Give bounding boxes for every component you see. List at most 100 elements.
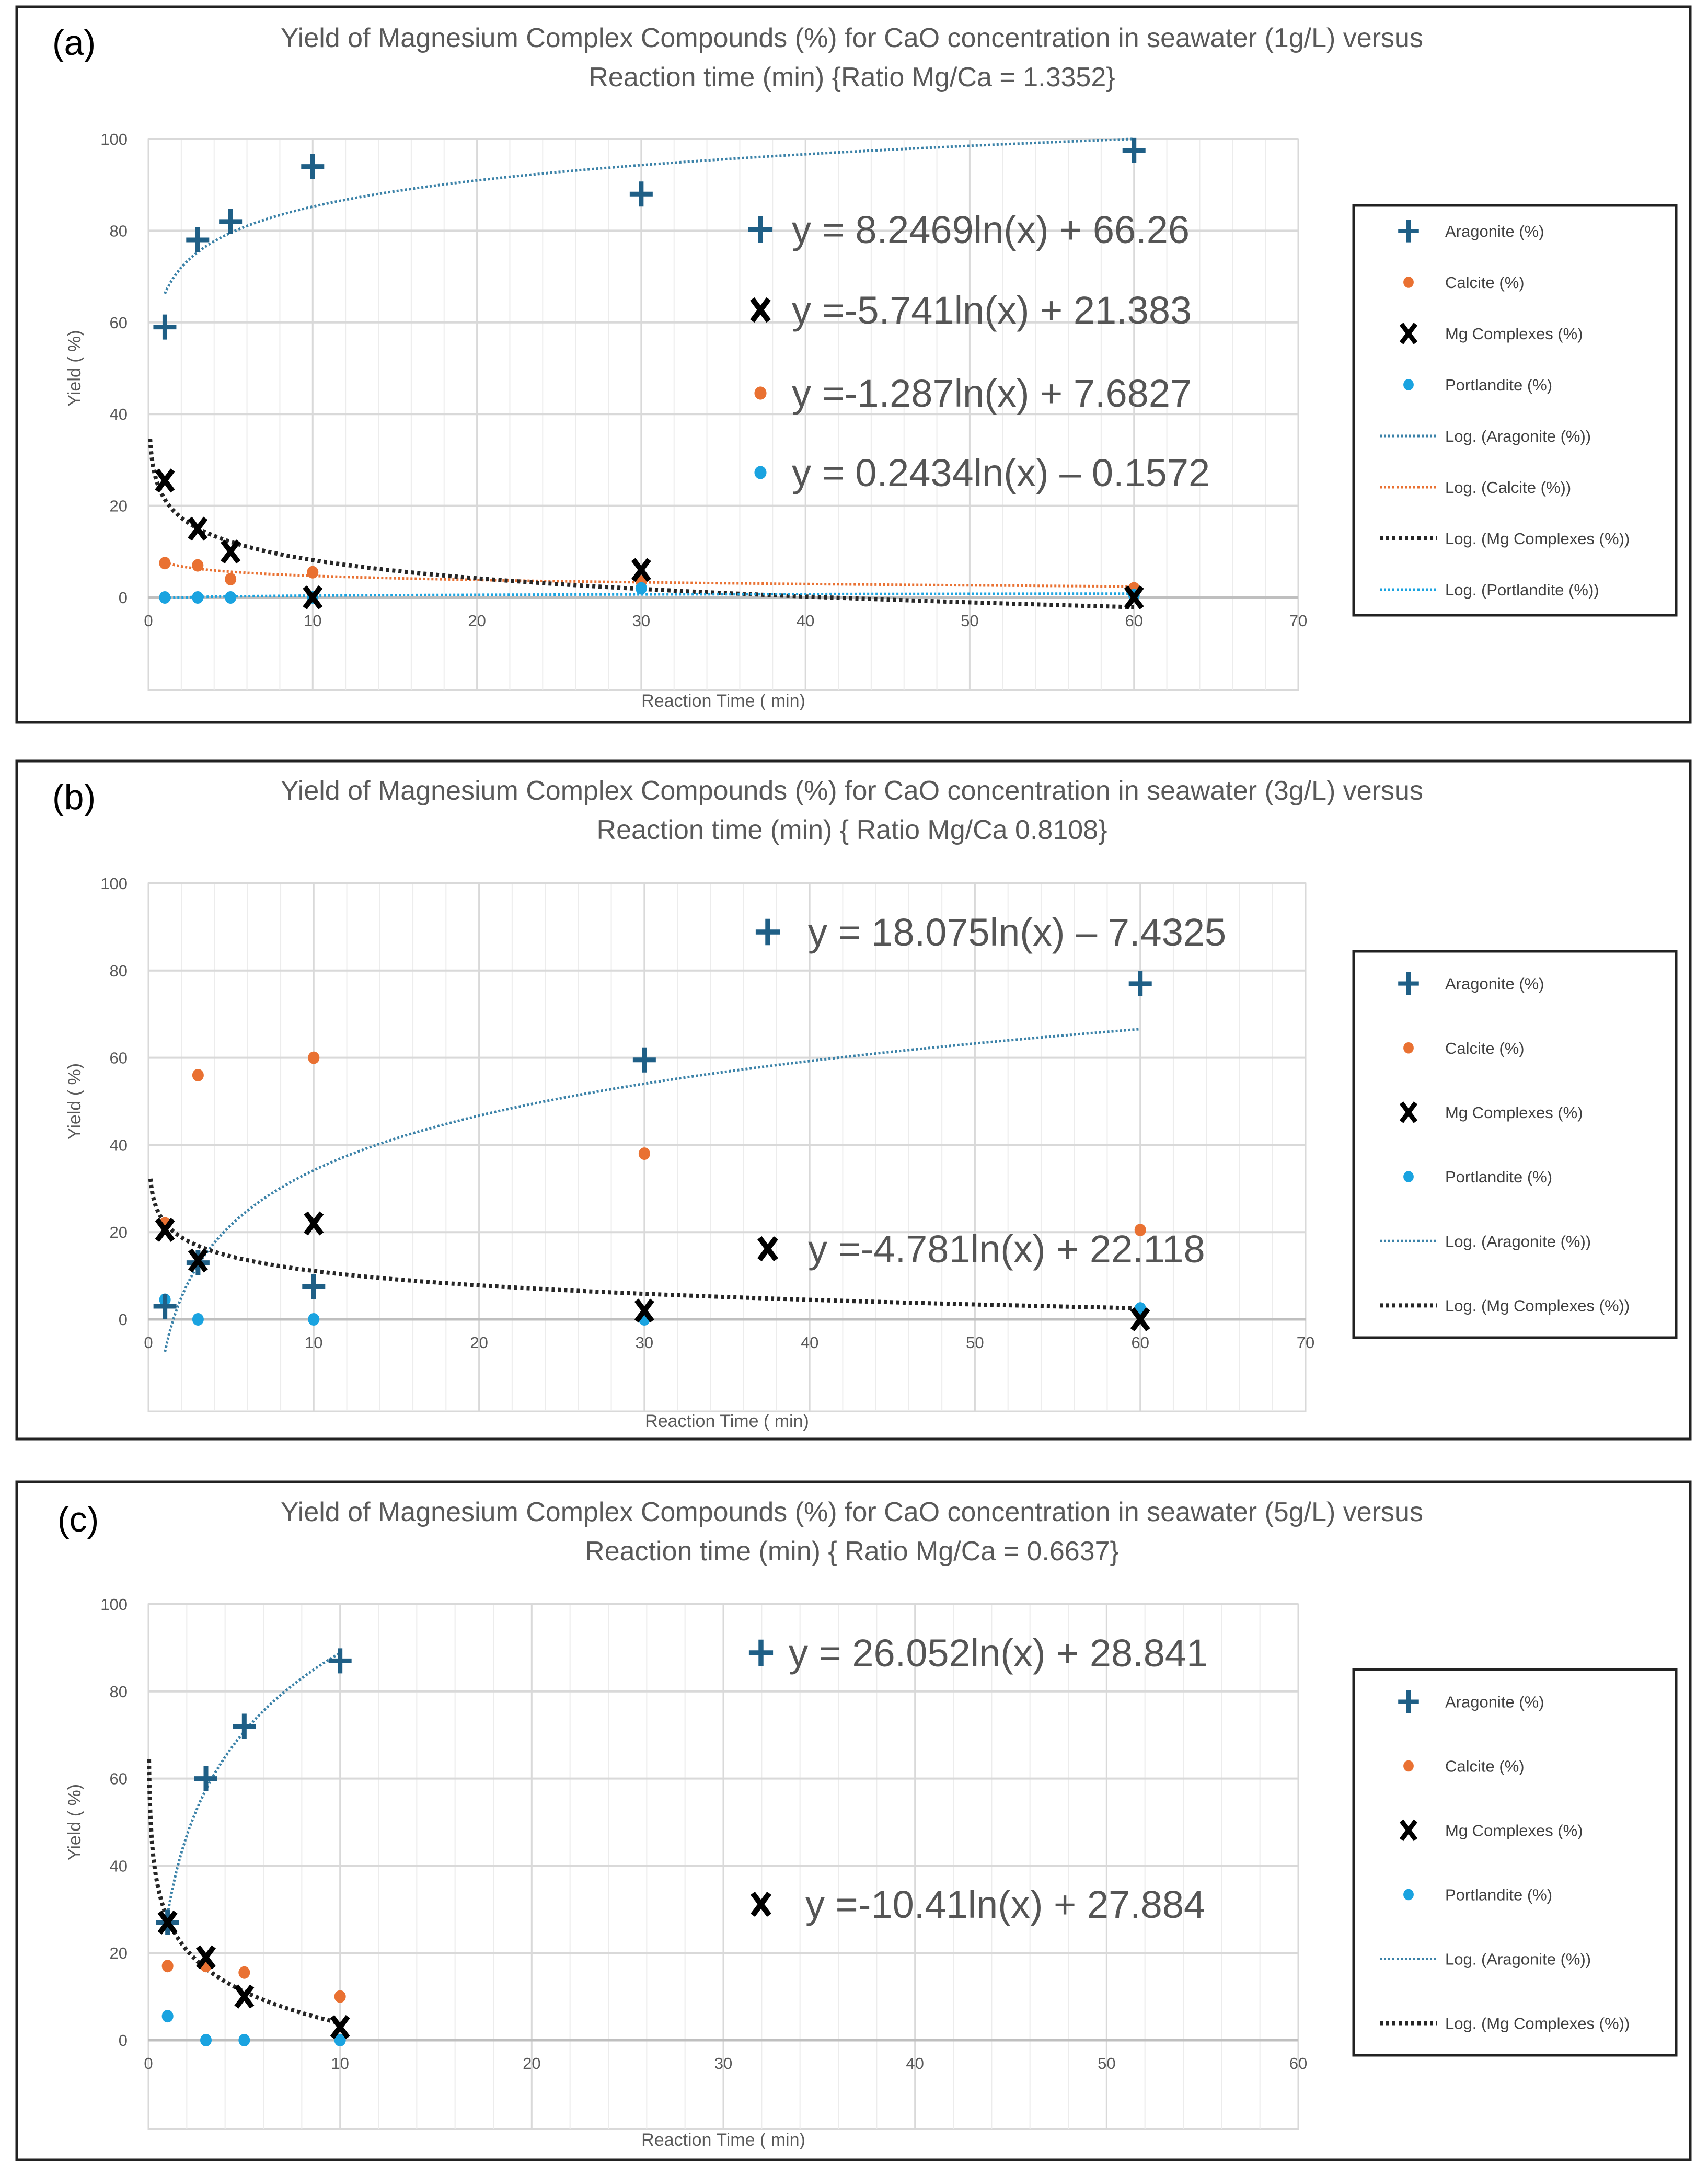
y-tick-label: 20: [110, 1944, 128, 1962]
y-tick-label: 60: [110, 1049, 128, 1067]
data-point-aragonite: [153, 1293, 177, 1319]
data-point-mg-complexes: [188, 1248, 208, 1273]
x-tick-label: 60: [1125, 612, 1142, 630]
data-point-calcite: [307, 566, 319, 579]
data-point-mg-complexes: [330, 2015, 350, 2039]
legend-label: Log. (Mg Complexes (%)): [1445, 530, 1630, 548]
x-stroke: [157, 1910, 178, 1935]
data-point-mg-complexes: [1130, 1307, 1150, 1331]
y-tick-label: 80: [110, 1683, 128, 1701]
data-point-mg-complexes: [1124, 585, 1144, 609]
x-stroke: [757, 1236, 778, 1262]
data-point-mg-complexes: [304, 1211, 324, 1236]
data-point-mg-complexes: [188, 516, 208, 541]
data-point-mg-complexes: [634, 1298, 654, 1323]
legend-marker-icon: [1403, 1171, 1414, 1182]
x-stroke: [631, 558, 651, 582]
data-point-portlandite: [334, 2034, 346, 2046]
x-stroke: [750, 297, 771, 323]
legend-entry: Portlandite (%): [1403, 376, 1552, 394]
x-tick-label: 40: [906, 2054, 924, 2073]
legend-entry: Portlandite (%): [1403, 1886, 1552, 1904]
x-stroke: [304, 1211, 324, 1236]
x-tick-label: 10: [331, 2054, 349, 2073]
x-tick-label: 0: [144, 2054, 153, 2073]
chart-title-line2: Reaction time (min) {Ratio Mg/Ca = 1.335…: [588, 62, 1115, 93]
data-point-aragonite: [328, 1648, 352, 1674]
legend: Aragonite (%) Calcite (%) Mg Complexes (%)…: [1352, 204, 1678, 617]
y-axis-title: Yield ( %): [65, 330, 85, 406]
data-point-mg-complexes: [157, 1910, 178, 1935]
legend-marker-icon: [1403, 1042, 1414, 1054]
x-stroke: [1399, 1819, 1418, 1842]
data-point-mg-complexes: [631, 558, 651, 582]
legend-marker-icon: [1399, 323, 1418, 344]
data-point-aragonite: [632, 1047, 656, 1073]
legend-label: Log. (Aragonite (%)): [1445, 1232, 1591, 1250]
data-point-portlandite: [200, 2034, 212, 2046]
x-tick-label: 50: [1098, 2054, 1115, 2073]
legend-marker-icon: [1398, 1690, 1419, 1713]
y-tick-label: 40: [110, 1136, 128, 1154]
trendline-equation: y = 26.052ln(x) + 28.841: [789, 1631, 1208, 1675]
y-tick-label: 0: [119, 2031, 128, 2050]
plot-area: 0 20 40 60 80 100 0 10 20 30 40 50 60 70: [100, 874, 1314, 1412]
legend-entry: Portlandite (%): [1403, 1168, 1552, 1186]
y-axis-title: Yield ( %): [65, 1063, 85, 1140]
legend-label: Mg Complexes (%): [1445, 1103, 1583, 1122]
data-point-calcite: [238, 1966, 250, 1979]
data-point-aragonite: [1122, 137, 1146, 163]
chart-panel-a: (a) Yield of Magnesium Complex Compounds …: [15, 5, 1692, 724]
trendline-equation: y = 8.2469ln(x) + 66.26: [792, 208, 1190, 251]
y-tick-label: 20: [110, 1223, 128, 1241]
data-point-mg-complexes: [196, 1945, 216, 1970]
chart-panel-b: (b) Yield of Magnesium Complex Compounds …: [15, 759, 1692, 1441]
legend-entry: Log. (Portlandite (%)): [1380, 581, 1599, 599]
panel-label: (c): [57, 1500, 99, 1539]
x-tick-label: 30: [632, 612, 650, 630]
trendline-equation: y =-1.287ln(x) + 7.6827: [792, 372, 1192, 415]
legend-label: Aragonite (%): [1445, 222, 1544, 240]
x-tick-label: 50: [966, 1333, 984, 1352]
legend-label: Portlandite (%): [1445, 1168, 1552, 1186]
data-point-portlandite: [238, 2034, 250, 2046]
data-point-calcite: [192, 1068, 204, 1081]
y-tick-label: 100: [100, 874, 128, 893]
x-tick-label: 60: [1131, 1333, 1149, 1352]
equation-marker-icon: [748, 216, 773, 243]
trendline-equation: y =-10.41ln(x) + 27.884: [805, 1883, 1205, 1926]
legend-marker-icon: [1403, 1760, 1414, 1772]
x-stroke: [1124, 585, 1144, 609]
data-point-portlandite: [308, 1313, 320, 1326]
y-tick-label: 60: [110, 314, 128, 332]
x-tick-label: 0: [144, 1333, 153, 1352]
data-point-calcite: [225, 572, 237, 585]
equation-marker-icon: [754, 466, 767, 479]
data-point-calcite: [308, 1051, 320, 1064]
panel-label: (a): [52, 23, 96, 63]
legend-box: [1352, 950, 1678, 1339]
data-point-mg-complexes: [155, 1218, 175, 1242]
data-point-calcite: [638, 1147, 650, 1160]
x-stroke: [751, 1891, 771, 1917]
legend-label: Portlandite (%): [1445, 376, 1552, 394]
data-point-calcite: [334, 1990, 346, 2003]
x-axis-title: Reaction Time ( min): [641, 2130, 805, 2150]
trendline-equation: y =-4.781ln(x) + 22.118: [808, 1227, 1205, 1271]
trendline-log-mg-complexes-: [147, 1759, 341, 2026]
data-point-aragonite: [233, 1713, 256, 1739]
legend: Aragonite (%) Calcite (%) Mg Complexes (%)…: [1352, 1668, 1678, 2057]
data-point-aragonite: [186, 227, 210, 252]
data-point-aragonite: [302, 1274, 326, 1299]
y-tick-label: 40: [110, 405, 128, 423]
data-point-portlandite: [192, 591, 204, 604]
equation-marker-icon: [751, 1891, 771, 1917]
y-tick-label: 60: [110, 1770, 128, 1788]
legend-entry: Log. (Aragonite (%)): [1380, 1232, 1591, 1250]
legend-marker-icon: [1403, 1889, 1414, 1901]
data-point-mg-complexes: [221, 539, 241, 564]
data-point-portlandite: [225, 591, 237, 604]
data-point-calcite: [159, 557, 171, 570]
x-tick-label: 50: [961, 612, 978, 630]
